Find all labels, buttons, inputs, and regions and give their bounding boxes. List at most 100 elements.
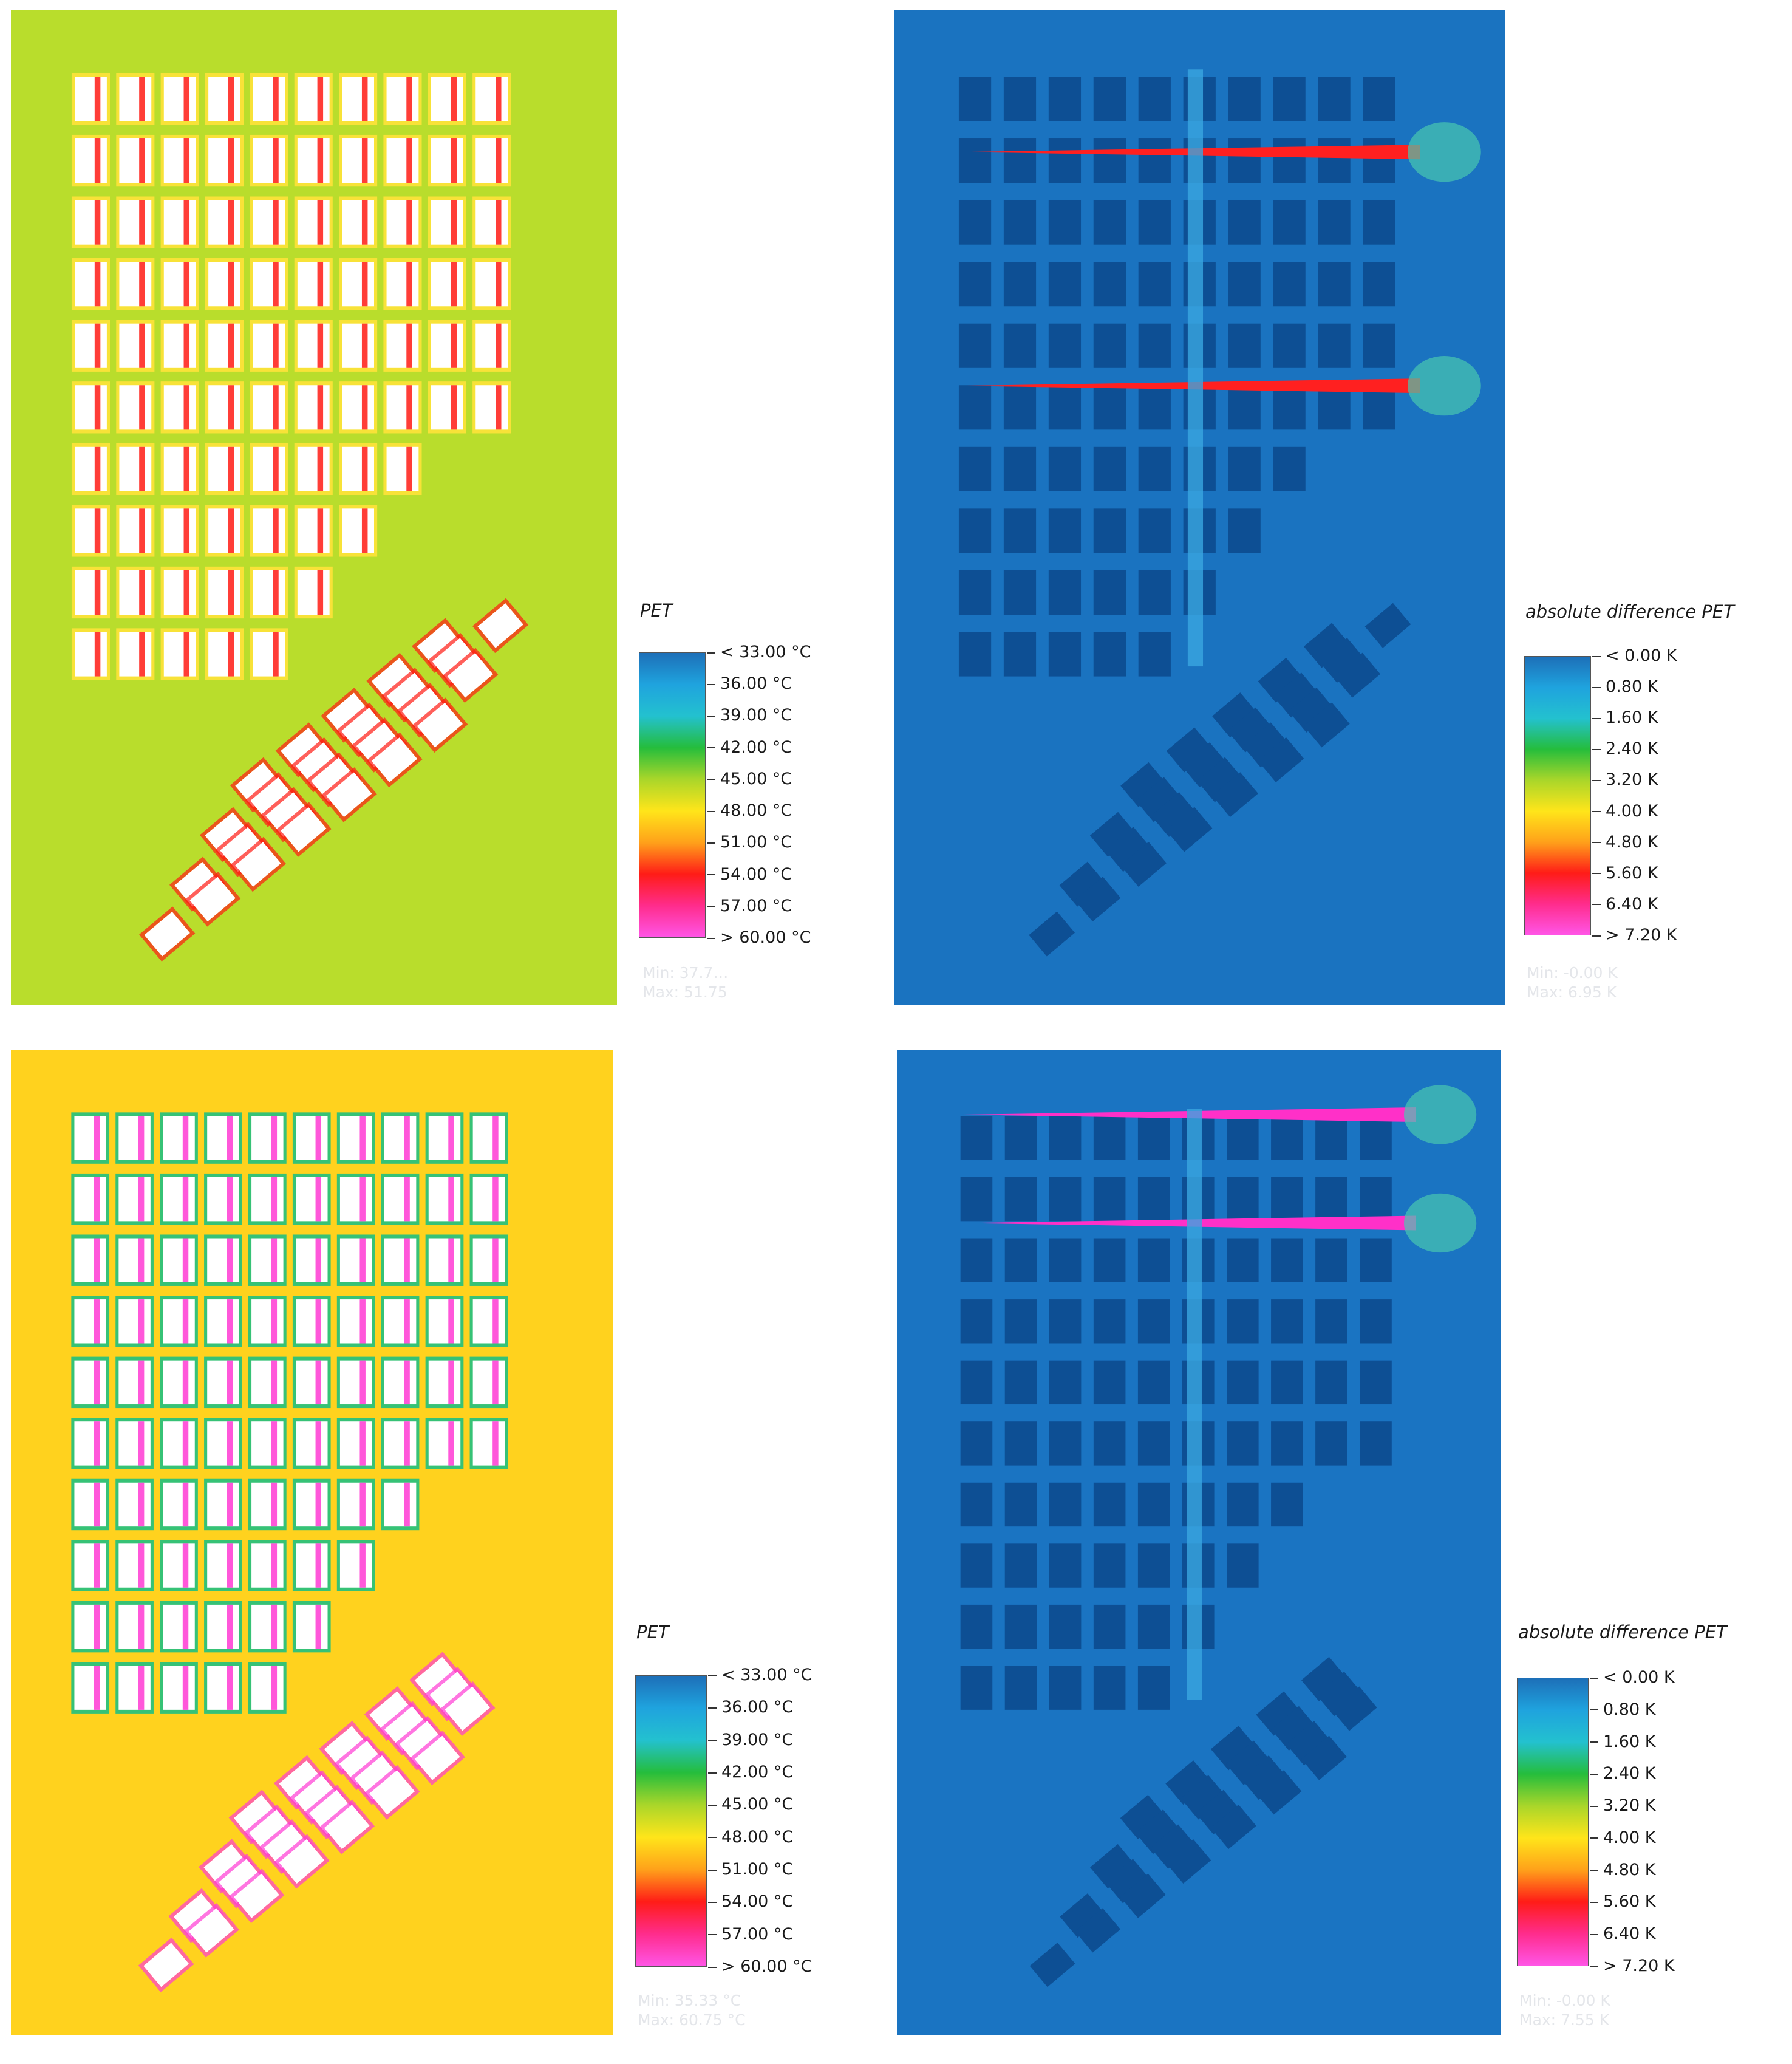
building-block xyxy=(958,632,992,677)
hot-strip xyxy=(448,1421,454,1466)
legend-top-right: < 0.00 K 0.80 K 1.60 K 2.40 K 3.20 K 4.00 K 4.… xyxy=(1524,646,1719,945)
building-block xyxy=(958,570,992,615)
hot-strip xyxy=(94,1177,100,1222)
legend-label: 2.40 K xyxy=(1590,1764,1655,1783)
building-block xyxy=(119,446,152,491)
hot-strip xyxy=(138,1299,145,1344)
hot-strip xyxy=(359,1482,366,1527)
building-block xyxy=(1137,1360,1170,1405)
building-block xyxy=(1029,911,1075,957)
building-block xyxy=(1093,77,1126,121)
building-block xyxy=(960,1299,993,1344)
building-block xyxy=(1137,1421,1170,1466)
hot-strip xyxy=(94,1543,100,1588)
hot-strip xyxy=(94,446,101,491)
building-block xyxy=(1049,1238,1082,1282)
building-block xyxy=(1004,1299,1037,1344)
hot-strip xyxy=(94,200,101,245)
building-block xyxy=(342,200,375,245)
legend-title-top-right: absolute difference PET xyxy=(1525,601,1734,622)
legend-label: 2.40 K xyxy=(1592,739,1658,758)
hot-strip xyxy=(138,1666,145,1710)
hot-strip xyxy=(94,1299,100,1344)
building-block xyxy=(75,262,107,307)
building-block xyxy=(1138,200,1171,245)
building-block xyxy=(220,827,266,872)
building-block xyxy=(1048,138,1082,183)
hot-strip xyxy=(138,1177,145,1222)
building-block xyxy=(296,1238,328,1282)
building-block xyxy=(234,1794,279,1839)
stat-max-bottom-right: Max: 7.55 K xyxy=(1519,2011,1610,2029)
building-block xyxy=(431,138,463,183)
building-block xyxy=(1271,1238,1303,1282)
hot-strip xyxy=(183,632,190,677)
hot-strip xyxy=(492,1299,499,1344)
legend-label: 42.00 °C xyxy=(708,1763,793,1782)
legend-label: < 0.00 K xyxy=(1590,1668,1675,1687)
building-block xyxy=(74,1116,106,1160)
building-block xyxy=(1360,1238,1392,1282)
building-block xyxy=(1273,200,1306,245)
legend-label: 4.80 K xyxy=(1590,1861,1655,1879)
building-block xyxy=(1136,777,1182,822)
building-block xyxy=(1093,200,1126,245)
building-block xyxy=(472,1116,505,1160)
hot-strip xyxy=(448,1238,454,1282)
building-block xyxy=(119,262,152,307)
hot-strip xyxy=(361,446,368,491)
building-block xyxy=(1093,262,1126,307)
building-block xyxy=(1003,323,1037,368)
building-block xyxy=(371,658,418,703)
building-block xyxy=(1138,262,1171,307)
hot-strip xyxy=(406,200,412,245)
building-block xyxy=(253,385,285,430)
plume xyxy=(1403,1085,1477,1144)
building-block xyxy=(1273,77,1306,121)
hot-strip xyxy=(317,262,324,307)
legend-label: 57.00 °C xyxy=(707,897,792,915)
legend-label: 42.00 °C xyxy=(707,738,792,757)
hot-strip xyxy=(94,1238,100,1282)
building-block xyxy=(250,777,296,822)
building-block xyxy=(1049,1116,1082,1160)
legend-label: 54.00 °C xyxy=(708,1892,793,1911)
building-block xyxy=(1048,446,1082,491)
building-block xyxy=(386,262,419,307)
building-block xyxy=(119,508,152,553)
hot-strip xyxy=(94,508,101,553)
building-block xyxy=(1315,1177,1347,1222)
hot-strip xyxy=(182,1604,189,1649)
building-block xyxy=(341,708,387,753)
building-block xyxy=(342,508,375,553)
building-block xyxy=(384,1177,417,1222)
hot-strip xyxy=(404,1421,410,1466)
building-block xyxy=(960,1360,993,1405)
building-block xyxy=(119,385,152,430)
legend-label: 6.40 K xyxy=(1592,895,1658,914)
building-block xyxy=(1003,446,1037,491)
hot-strip xyxy=(361,262,368,307)
building-block xyxy=(163,1116,195,1160)
building-block xyxy=(414,1656,460,1701)
hot-strip xyxy=(94,1360,100,1405)
building-block xyxy=(219,1859,265,1904)
building-block xyxy=(1319,638,1365,683)
building-block xyxy=(1138,323,1171,368)
building-block xyxy=(296,1116,328,1160)
building-block xyxy=(118,1238,151,1282)
building-block xyxy=(1135,1809,1181,1854)
building-block xyxy=(1049,1177,1082,1222)
building-block xyxy=(1093,632,1126,677)
building-block xyxy=(1089,812,1136,857)
building-block xyxy=(163,262,196,307)
building-block xyxy=(428,1116,461,1160)
hot-strip xyxy=(315,1543,322,1588)
building-block xyxy=(281,807,327,852)
building-block xyxy=(958,262,992,307)
hot-strip xyxy=(451,200,457,245)
hot-strip xyxy=(227,1543,233,1588)
building-block xyxy=(354,1755,400,1800)
building-block xyxy=(1363,262,1395,307)
building-block xyxy=(1210,1726,1256,1771)
